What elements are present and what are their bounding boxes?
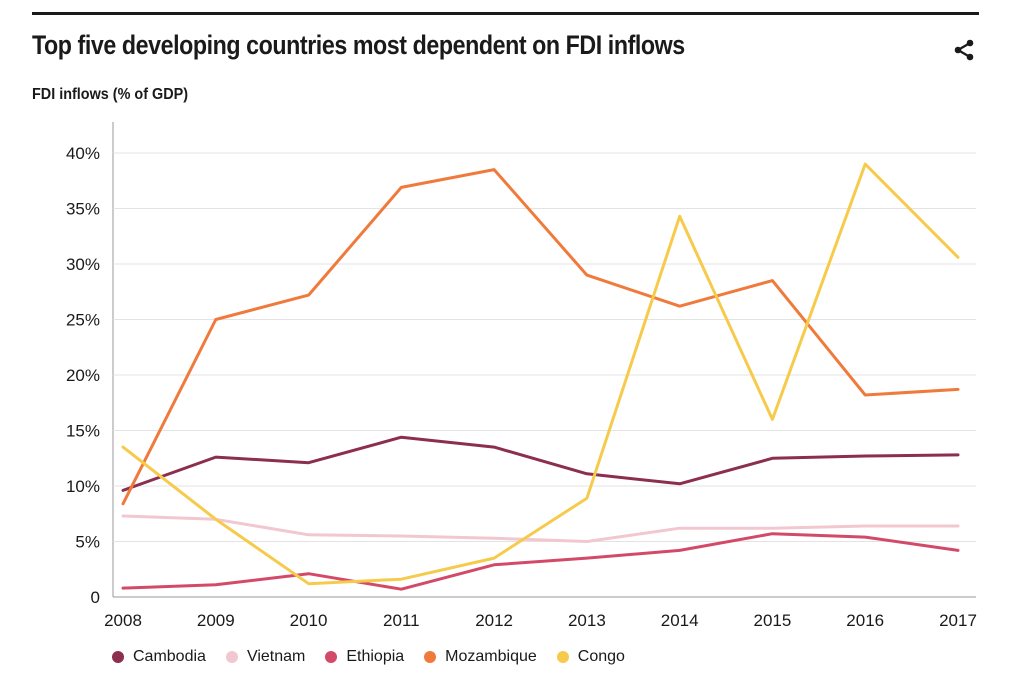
legend-item-mozambique[interactable]: Mozambique [424, 648, 537, 666]
legend-item-vietnam[interactable]: Vietnam [225, 648, 306, 666]
series-line-mozambique[interactable] [121, 168, 960, 506]
legend-label: Cambodia [133, 648, 206, 665]
legend-item-ethiopia[interactable]: Ethiopia [325, 648, 404, 666]
x-tick-label: 2010 [290, 611, 328, 630]
x-tick-label: 2009 [197, 611, 235, 630]
series-line-vietnam[interactable] [121, 514, 960, 543]
series-line-ethiopia[interactable] [121, 532, 960, 591]
legend-dot-icon [112, 651, 124, 663]
chart-title: Top five developing countries most depen… [32, 30, 685, 60]
legend-dot-icon [556, 651, 569, 663]
x-tick-label: 2012 [475, 611, 513, 630]
legend-dot-icon [325, 651, 338, 663]
x-tick-label: 2008 [104, 611, 142, 630]
y-tick-label: 20% [66, 366, 100, 385]
x-tick-label: 2014 [661, 611, 699, 630]
series-line-congo[interactable] [121, 162, 960, 586]
top-rule [32, 12, 979, 15]
y-axis-label: FDI inflows (% of GDP) [32, 86, 188, 103]
legend-label: Congo [577, 648, 625, 665]
legend-item-cambodia[interactable]: Cambodia [112, 648, 206, 666]
y-tick-label: 25% [66, 311, 100, 330]
y-tick-label: 10% [66, 477, 100, 496]
legend-dot-icon [424, 651, 437, 663]
legend-dot-icon [225, 651, 238, 663]
legend-label: Ethiopia [346, 648, 405, 665]
legend-label: Mozambique [445, 648, 537, 665]
x-tick-label: 2016 [846, 611, 884, 630]
share-icon[interactable] [952, 38, 976, 62]
legend-label: Vietnam [246, 648, 306, 665]
y-tick-label: 30% [66, 255, 100, 274]
x-tick-label: 2015 [754, 611, 792, 630]
x-tick-label: 2011 [383, 611, 420, 630]
y-tick-label: 15% [66, 422, 100, 441]
x-tick-label: 2017 [939, 611, 977, 630]
y-tick-label: 0 [91, 588, 100, 607]
legend-item-congo[interactable]: Congo [556, 648, 625, 666]
series-line-cambodia[interactable] [121, 435, 960, 492]
y-tick-label: 35% [66, 200, 100, 219]
y-tick-label: 40% [66, 144, 100, 163]
y-tick-label: 5% [75, 533, 100, 552]
x-tick-label: 2013 [568, 611, 606, 630]
legend: Cambodia Vietnam Ethiopia Mozambique Congo [112, 648, 645, 666]
